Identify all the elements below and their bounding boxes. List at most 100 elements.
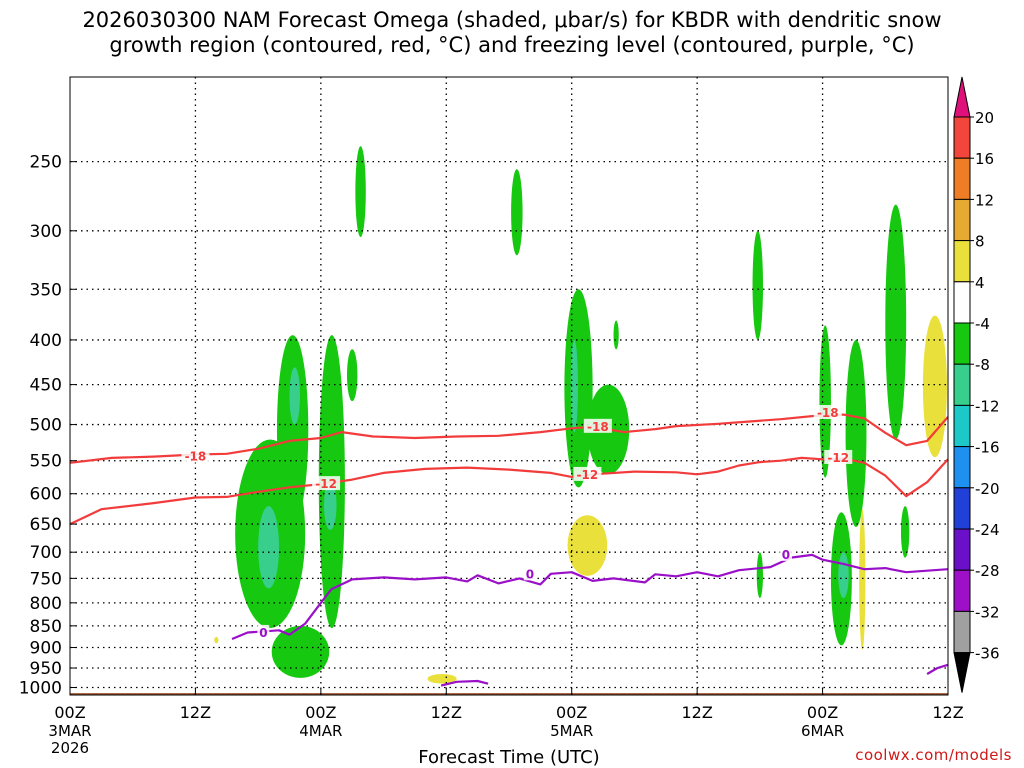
x-tick-label-3: 12Z [431,703,462,722]
omega-region-22 [567,515,608,576]
contour-line-1 [440,679,489,687]
y-tick-label-950: 950 [30,659,62,679]
x-tick-sublabel-4-0: 5MAR [550,722,593,740]
terrain-surface [70,693,948,695]
omega-region-25 [427,673,457,684]
colorbar-box-7 [953,404,971,448]
colorbar-box-12 [953,610,971,654]
omega-region-5 [355,146,366,238]
omega-region-13 [845,339,867,527]
colorbar-label-12: -32 [975,603,1000,621]
contour-label-3-2: -12 [827,451,849,465]
omega-region-11 [756,552,763,599]
x-tick-label-7: 12Z [932,703,963,722]
contour-label-0-1: 0 [526,567,534,581]
colorbar: 20 16 12 8 4 -4 -8 -12 -16 -20 -24 -28 -32 -36 [953,76,1000,693]
colorbar-label-5: -4 [975,315,990,333]
colorbar-label-3: 8 [975,233,985,251]
y-tick-label-450: 450 [30,376,62,396]
y-tick-label-350: 350 [30,280,62,300]
x-tick-label-4: 00Z [556,703,587,722]
contour-label-bg-4-1 [583,418,612,433]
contour-label-bg-3-1 [573,466,602,481]
contour-label-0-2: 0 [782,548,790,562]
colorbar-box-5 [953,322,971,365]
omega-region-26 [214,636,219,644]
omega-region-3 [271,625,330,678]
contour-line-3 [69,456,949,526]
omega-region-17 [258,506,280,589]
colorbar-label-0: 20 [975,109,994,127]
y-tick-label-900: 900 [30,639,62,659]
omega-shading-layer [214,146,947,684]
contour-line-0 [231,553,949,641]
contour-label-0-0: 0 [259,626,267,640]
x-tick-label-1: 12Z [180,703,211,722]
y-axis: 2503003504004505005506006507007508008509… [19,153,76,698]
omega-region-6 [511,169,523,256]
omega-region-16 [900,506,910,558]
colorbar-box-6 [953,363,971,406]
y-tick-label-700: 700 [30,543,62,563]
omega-region-19 [323,480,337,530]
x-axis-label: Forecast Time (UTC) [418,747,599,768]
contour-line-2 [926,663,949,675]
y-tick-label-750: 750 [30,569,62,589]
colorbar-label-9: -20 [975,480,1000,498]
contour-label-bg-0-1 [523,566,536,581]
omega-region-18 [289,367,300,425]
colorbar-label-7: -12 [975,397,1000,415]
omega-region-20 [570,339,578,433]
colorbar-box-9 [953,487,971,530]
plot-frame [69,76,949,696]
x-tick-sublabel-6-0: 6MAR [801,722,844,740]
chart-title-line-2: growth region (contoured, red, °C) and f… [109,33,915,57]
contour-label-bg-3-2 [824,449,853,464]
contour-label-4-1: -18 [587,420,609,434]
colorbar-box-2 [953,198,971,242]
terrain-layer [70,693,948,695]
y-tick-label-650: 650 [30,515,62,535]
colorbar-box-11 [953,569,971,612]
omega-region-24 [859,509,866,650]
contour-label-bg-0-2 [779,546,792,561]
omega-region-10 [752,230,763,340]
contour-label-bg-3-0 [312,476,341,491]
y-tick-label-300: 300 [30,222,62,242]
colorbar-label-2: 12 [975,191,994,209]
chart-title-line-1: 2026030300 NAM Forecast Omega (shaded, μ… [82,8,942,32]
omega-region-15 [885,204,907,440]
contour-line-4 [69,413,949,464]
contour-label-bg-4-0 [181,448,210,463]
colorbar-label-6: -8 [975,356,990,374]
x-tick-sublabel-0-1: 2026 [51,739,89,757]
omega-region-1 [276,335,309,525]
x-tick-label-6: 00Z [807,703,838,722]
omega-region-4 [346,349,358,402]
x-tick-sublabel-0-0: 3MAR [48,722,91,740]
colorbar-label-13: -36 [975,645,1000,663]
colorbar-box-10 [953,528,971,571]
x-tick-label-2: 00Z [305,703,336,722]
colorbar-box-3 [953,240,971,283]
colorbar-bottom-arrow [953,652,971,693]
colorbar-label-1: 16 [975,150,994,168]
colorbar-box-4 [953,281,971,324]
y-tick-label-400: 400 [30,331,62,351]
colorbar-box-1 [953,157,971,200]
x-tick-sublabel-2-0: 4MAR [299,722,342,740]
colorbar-top-arrow [953,76,971,118]
y-tick-label-850: 850 [30,617,62,637]
colorbar-label-10: -24 [975,521,1000,539]
y-tick-label-1000: 1000 [19,678,62,698]
contour-label-4-0: -18 [185,450,207,464]
x-tick-label-5: 12Z [681,703,712,722]
colorbar-label-11: -28 [975,562,1000,580]
contour-label-bg-4-2 [813,405,842,420]
colorbar-box-0 [953,116,971,159]
omega-region-23 [922,315,947,458]
contour-label-bg-0-0 [257,624,270,639]
colorbar-box-8 [953,446,971,489]
